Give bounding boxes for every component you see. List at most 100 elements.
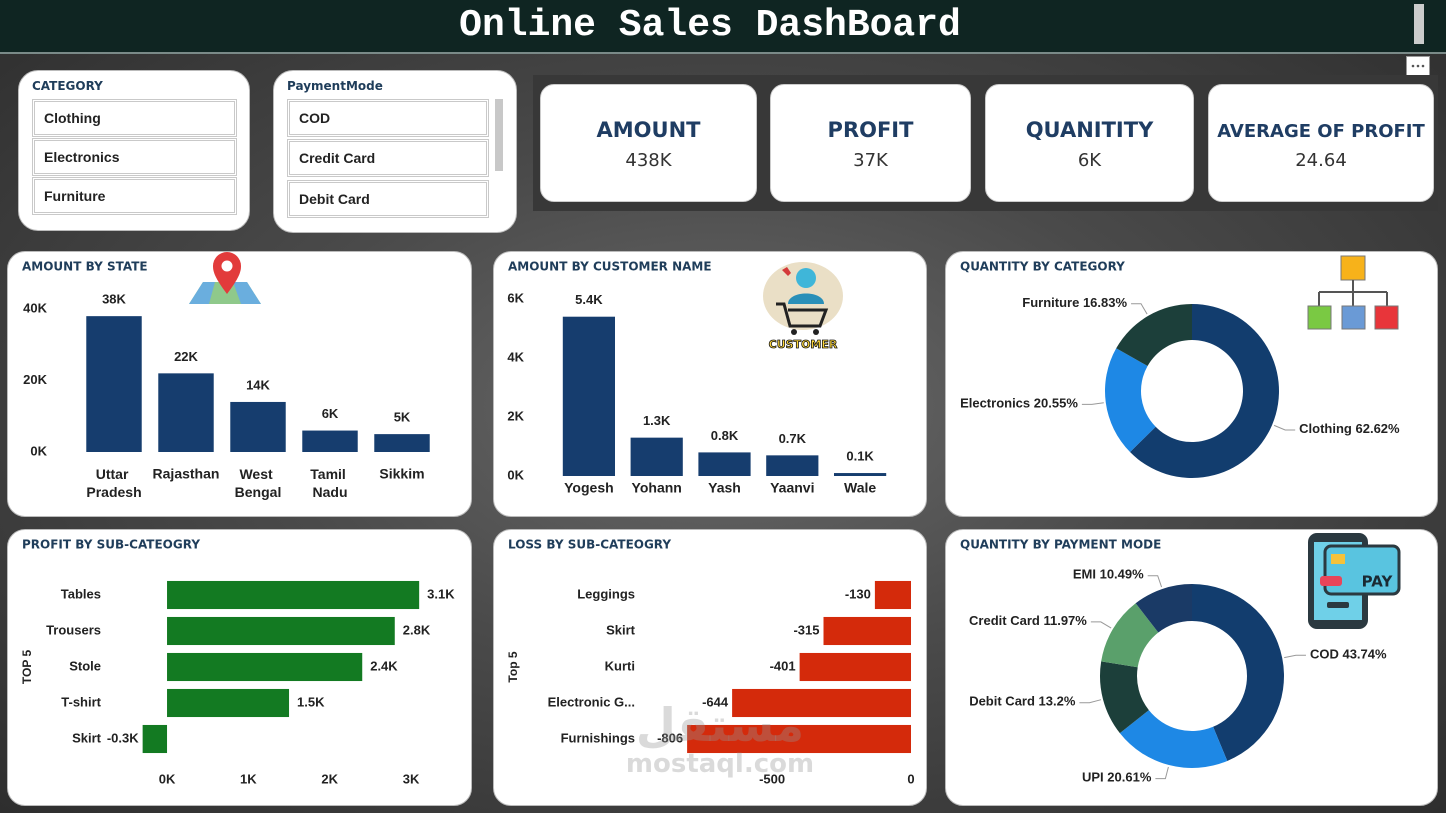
- kpi-value: 24.64: [1295, 150, 1347, 171]
- slice-value: 16.83%: [1083, 295, 1128, 310]
- chart: AMOUNT BY CUSTOMER NAME 0K 2K 4K 6K 5.4K Yoges…: [507, 260, 887, 496]
- header-bar: Online Sales DashBoard: [0, 0, 1446, 54]
- kpi-value: 37K: [853, 150, 888, 171]
- slice-label: Debit Card 13.2%: [969, 694, 1076, 709]
- chart-title: AMOUNT BY STATE: [22, 260, 148, 274]
- chart-title: AMOUNT BY CUSTOMER NAME: [508, 260, 712, 274]
- donut-slice: [1135, 584, 1192, 633]
- data-label: 0.8K: [711, 428, 739, 443]
- bar: [86, 316, 142, 452]
- data-label: 0.1K: [846, 448, 874, 463]
- kpi-label: PROFIT: [827, 118, 914, 142]
- y-tick-label: Leggings: [577, 586, 635, 601]
- kpi-value: 6K: [1077, 150, 1102, 171]
- payment-icon: PAY: [1308, 533, 1401, 629]
- dashboard-title: Online Sales DashBoard: [459, 4, 961, 47]
- donut-slice: [1119, 710, 1228, 768]
- slice-label: EMI 10.49%: [1073, 567, 1144, 582]
- x-tick-label: -500: [759, 771, 785, 786]
- data-label: -0.3K: [107, 730, 139, 745]
- x-tick-label: 0: [907, 771, 914, 786]
- bar: [698, 452, 751, 476]
- bar: [167, 580, 420, 610]
- donut-slice: [1105, 348, 1156, 453]
- data-label: 0.7K: [779, 431, 807, 446]
- x-tick-label: Uttar Pradesh: [86, 466, 141, 500]
- data-label: -806: [657, 730, 683, 745]
- bar: [766, 455, 819, 476]
- leader-line: [1273, 424, 1296, 431]
- data-label: -401: [770, 658, 796, 673]
- slicer-item[interactable]: Clothing: [32, 99, 237, 137]
- slice-category: Debit Card: [969, 694, 1035, 709]
- leader-line: [1131, 303, 1148, 315]
- kpi-card: AMOUNT 438K: [540, 84, 757, 202]
- category-icon: [1307, 255, 1399, 330]
- slicer-item[interactable]: Furniture: [32, 177, 237, 215]
- chart-panel: AMOUNT BY CUSTOMER NAME 0K 2K 4K 6K 5.4K Yoges…: [493, 251, 927, 517]
- data-label: 5.4K: [575, 292, 603, 307]
- slice-label: Clothing 62.62%: [1299, 421, 1400, 436]
- bar: [167, 616, 395, 646]
- data-label: 2.4K: [370, 658, 398, 673]
- scrollbar[interactable]: [495, 99, 503, 171]
- slicer-item[interactable]: Debit Card: [287, 180, 489, 218]
- kpi-label: QUANITITY: [1025, 118, 1154, 142]
- kpi-card: PROFIT 37K: [770, 84, 971, 202]
- slicer-item[interactable]: Credit Card: [287, 139, 489, 177]
- chart-panel: PROFIT BY SUB-CATEOGRY 0K 1K 2K 3K TOP 5 Table…: [7, 529, 472, 806]
- data-label: 6K: [322, 406, 339, 421]
- x-tick-label: Yash: [708, 480, 741, 496]
- slice-value: 20.55%: [1034, 396, 1079, 411]
- x-tick-label: 1K: [240, 771, 257, 786]
- x-tick-label: Wale: [844, 480, 876, 496]
- y-tick-label: Trousers: [46, 622, 101, 637]
- payment-slicer: PaymentMode COD Credit Card Debit Card: [273, 70, 517, 233]
- kpi-label: AMOUNT: [596, 118, 701, 142]
- y-tick-label: Electronic G...: [548, 694, 635, 709]
- y-tick-label: Stole: [69, 658, 101, 673]
- kpi-card: AVERAGE OF PROFIT 24.64: [1208, 84, 1434, 202]
- chart: PROFIT BY SUB-CATEOGRY 0K 1K 2K 3K TOP 5 Table…: [20, 538, 455, 787]
- slicer-item[interactable]: COD: [287, 99, 489, 137]
- slicer-title: PaymentMode: [287, 79, 383, 93]
- bar: [562, 316, 616, 476]
- slice-category: Clothing: [1299, 421, 1352, 436]
- more-options[interactable]: [1406, 56, 1430, 76]
- kpi-value: 438K: [625, 150, 672, 171]
- slice-category: EMI: [1073, 567, 1096, 582]
- leader-line: [1284, 654, 1306, 659]
- y-axis-title: TOP 5: [20, 650, 34, 685]
- slicer-title: CATEGORY: [32, 79, 103, 93]
- data-label: 38K: [102, 292, 126, 307]
- bar: [799, 652, 911, 682]
- x-tick-label: Yohann: [632, 480, 682, 496]
- donut-slice: [1101, 603, 1159, 668]
- kpi-card: QUANITITY 6K: [985, 84, 1194, 202]
- customer-icon: CUSTOMER: [763, 262, 843, 351]
- slice-label: Credit Card 11.97%: [969, 613, 1087, 628]
- data-label: -315: [793, 622, 819, 637]
- slicer-item[interactable]: Electronics: [32, 138, 237, 176]
- chart: QUANTITY BY CATEGORY Clothing 62.62% Elect…: [960, 260, 1400, 478]
- y-tick-label: 0K: [507, 467, 524, 482]
- bar: [374, 434, 430, 452]
- donut-slice: [1130, 304, 1279, 478]
- data-label: -644: [702, 694, 729, 709]
- data-label: 14K: [246, 377, 270, 392]
- y-tick-label: Skirt: [606, 622, 636, 637]
- chart-title: QUANTITY BY CATEGORY: [960, 260, 1125, 274]
- scrollbar[interactable]: [1414, 4, 1424, 44]
- icon-label: CUSTOMER: [769, 338, 838, 351]
- x-tick-label: Yaanvi: [770, 480, 814, 496]
- bar: [630, 437, 683, 476]
- bar: [167, 688, 290, 718]
- x-tick-label: 0K: [159, 771, 176, 786]
- bar: [167, 652, 363, 682]
- ellipsis-icon: [1411, 64, 1425, 68]
- leader-line: [1081, 402, 1104, 405]
- slice-label: UPI 20.61%: [1082, 770, 1152, 785]
- x-tick-label: Sikkim: [379, 466, 424, 482]
- x-tick-label: Tamil Nadu: [310, 466, 349, 500]
- donut-slice: [1100, 661, 1149, 734]
